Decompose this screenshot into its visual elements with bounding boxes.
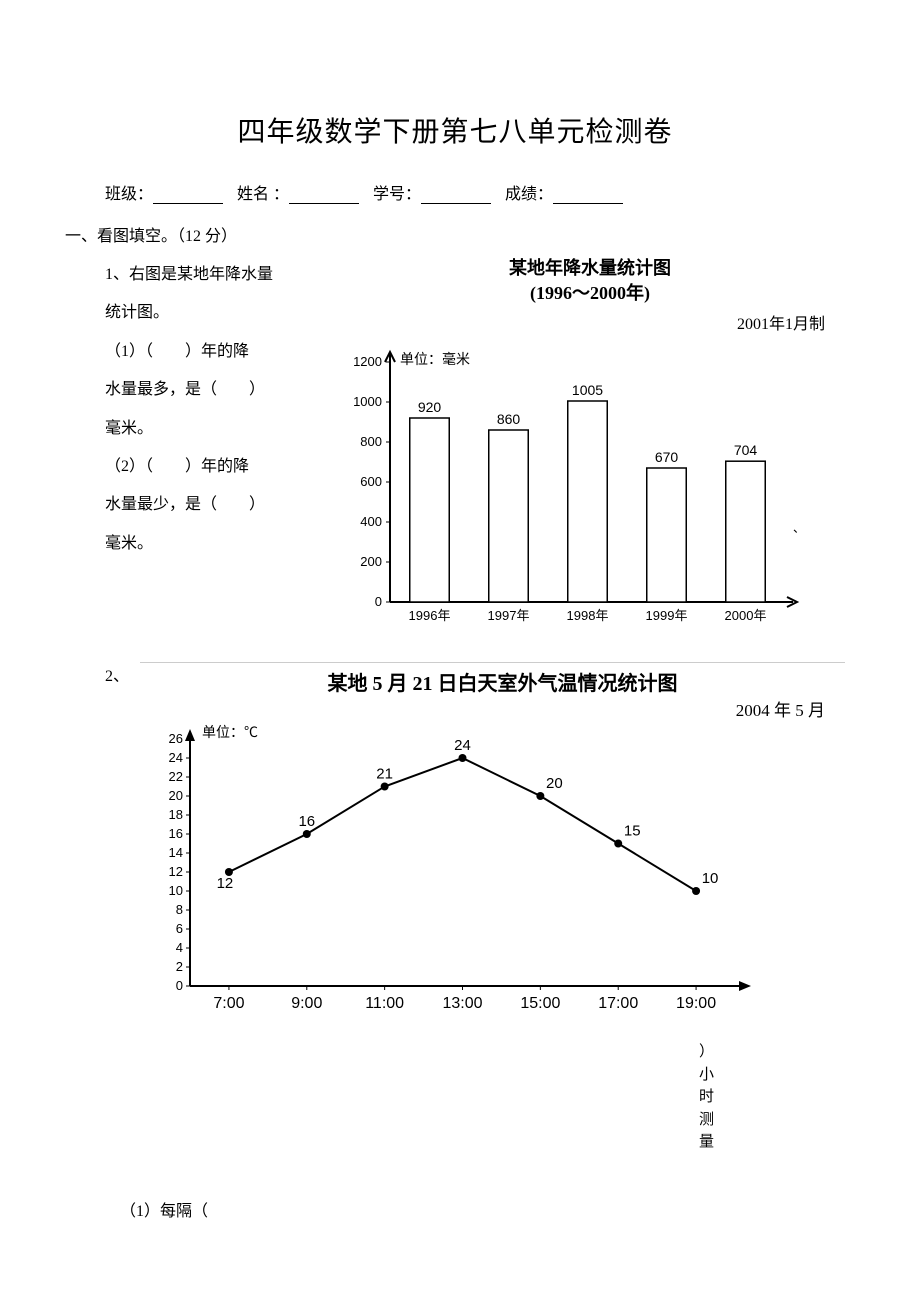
svg-text:1000: 1000 <box>353 394 382 409</box>
svg-text:4: 4 <box>176 940 183 955</box>
svg-text:704: 704 <box>734 443 758 459</box>
id-blank[interactable] <box>421 187 491 204</box>
q1-row: 1、右图是某地年降水量 统计图。 （1）（ ）年的降 水量最多，是（ ） 毫米。… <box>65 256 845 632</box>
score-blank[interactable] <box>553 187 623 204</box>
q1-sub1a: （1）（ ）年的降 <box>105 333 325 371</box>
bar-title-l2: (1996～2000年) <box>530 283 650 303</box>
svg-text:、: 、 <box>793 521 805 535</box>
page-root: 四年级数学下册第七八单元检测卷 班级： 姓名 ： 学号： 成绩： 一、看图填空。… <box>0 0 920 1261</box>
svg-text:1998年: 1998年 <box>567 608 609 623</box>
svg-text:21: 21 <box>376 766 393 783</box>
q1-intro2: 统计图。 <box>105 294 325 332</box>
bottom-area: ）小时测量 （1）每隔（ <box>65 1041 845 1221</box>
svg-text:0: 0 <box>176 978 183 993</box>
line-chart-svg: 02468101214161820222426单位：℃7:009:0011:00… <box>140 721 760 1021</box>
line-chart-title: 某地 5 月 21 日白天室外气温情况统计图 <box>140 667 845 696</box>
class-label: 班级： <box>105 186 153 203</box>
svg-text:24: 24 <box>169 750 183 765</box>
bar-chart-made: 2001年1月制 <box>335 310 845 334</box>
line-chart-made: 2004 年 5 月 <box>140 696 845 721</box>
svg-text:10: 10 <box>702 870 719 887</box>
svg-text:600: 600 <box>360 474 382 489</box>
vertical-text: ）小时测量 <box>699 1041 715 1154</box>
svg-text:22: 22 <box>169 769 183 784</box>
svg-text:19:00: 19:00 <box>676 995 716 1012</box>
svg-text:200: 200 <box>360 554 382 569</box>
svg-text:1200: 1200 <box>353 354 382 369</box>
svg-text:6: 6 <box>176 921 183 936</box>
svg-text:17:00: 17:00 <box>598 995 638 1012</box>
bar-chart-container: 某地年降水量统计图 (1996～2000年) 2001年1月制 0 200 400 6… <box>335 256 845 632</box>
svg-text:860: 860 <box>497 411 521 427</box>
q2-row: 2、 某地 5 月 21 日白天室外气温情况统计图 2004 年 5 月 024… <box>65 662 845 1021</box>
svg-text:20: 20 <box>169 788 183 803</box>
svg-text:单位：℃: 单位：℃ <box>202 725 258 741</box>
svg-text:15:00: 15:00 <box>520 995 560 1012</box>
q2-label: 2、 <box>65 662 140 1021</box>
svg-text:14: 14 <box>169 845 183 860</box>
svg-text:670: 670 <box>655 449 679 465</box>
svg-text:单位：毫米: 单位：毫米 <box>400 351 470 368</box>
svg-text:920: 920 <box>418 399 442 415</box>
svg-text:16: 16 <box>298 813 315 830</box>
name-label: 姓名 ： <box>237 186 289 203</box>
svg-text:2000年: 2000年 <box>725 608 767 623</box>
bar-chart-svg: 0 200 400 600 800 1000 1200 单位：毫米 920 1996年 860 199… <box>335 342 805 632</box>
svg-text:20: 20 <box>546 775 563 792</box>
id-label: 学号： <box>373 186 421 203</box>
svg-text:1999年: 1999年 <box>646 608 688 623</box>
svg-text:1005: 1005 <box>572 382 603 398</box>
svg-text:400: 400 <box>360 514 382 529</box>
svg-text:2: 2 <box>176 959 183 974</box>
bar-chart-title: 某地年降水量统计图 (1996～2000年) <box>335 256 845 306</box>
svg-text:800: 800 <box>360 434 382 449</box>
svg-text:16: 16 <box>169 826 183 841</box>
svg-text:1997年: 1997年 <box>488 608 530 623</box>
svg-text:11:00: 11:00 <box>365 995 404 1012</box>
q1-intro1: 1、右图是某地年降水量 <box>105 256 325 294</box>
name-blank[interactable] <box>289 187 359 204</box>
svg-text:13:00: 13:00 <box>442 995 482 1012</box>
svg-text:9:00: 9:00 <box>291 995 322 1012</box>
line-chart-container: 某地 5 月 21 日白天室外气温情况统计图 2004 年 5 月 024681… <box>140 662 845 1021</box>
svg-text:8: 8 <box>176 902 183 917</box>
q1-sub2b: 水量最少，是（ ） <box>105 486 325 524</box>
info-line: 班级： 姓名 ： 学号： 成绩： <box>105 180 845 204</box>
section1-heading: 一、看图填空。（12 分） <box>65 222 845 246</box>
q1-sub2a: （2）（ ）年的降 <box>105 448 325 486</box>
svg-text:26: 26 <box>169 731 183 746</box>
score-label: 成绩： <box>505 186 553 203</box>
bar-title-l1: 某地年降水量统计图 <box>509 258 671 278</box>
svg-text:1996年: 1996年 <box>409 608 451 623</box>
svg-text:0: 0 <box>375 594 382 609</box>
class-blank[interactable] <box>153 187 223 204</box>
q1-sub2c: 毫米。 <box>105 525 325 563</box>
svg-text:12: 12 <box>169 864 183 879</box>
svg-text:15: 15 <box>624 823 641 840</box>
q1-sub1c: 毫米。 <box>105 410 325 448</box>
svg-text:7:00: 7:00 <box>213 995 244 1012</box>
svg-text:10: 10 <box>169 883 183 898</box>
q1-sub1b: 水量最多，是（ ） <box>105 371 325 409</box>
q1-text: 1、右图是某地年降水量 统计图。 （1）（ ）年的降 水量最多，是（ ） 毫米。… <box>65 256 325 632</box>
doc-title: 四年级数学下册第七八单元检测卷 <box>65 110 845 150</box>
svg-text:18: 18 <box>169 807 183 822</box>
svg-text:24: 24 <box>454 737 471 754</box>
svg-text:12: 12 <box>217 875 234 892</box>
bottom-question: （1）每隔（ <box>120 1197 208 1221</box>
